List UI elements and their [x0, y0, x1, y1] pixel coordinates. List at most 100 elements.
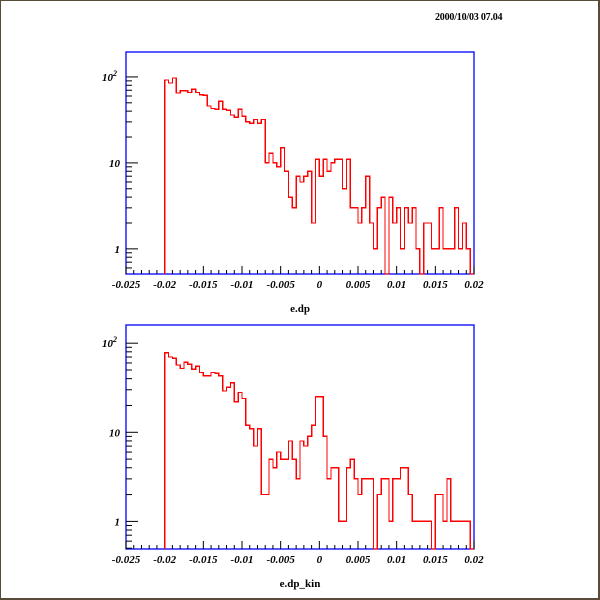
histogram-bin	[343, 189, 347, 274]
histogram-bin	[273, 163, 277, 274]
histogram-bin	[234, 117, 238, 274]
histogram-bin	[207, 376, 211, 549]
x-axis-title: e.dp_kin	[280, 578, 321, 590]
histogram-bin	[184, 91, 188, 274]
x-tick-label: 0.015	[423, 279, 448, 291]
x-tick-label: -0.02	[153, 279, 176, 291]
histogram-outline	[164, 77, 474, 275]
histogram-bin	[238, 109, 242, 274]
histogram-bin	[327, 171, 331, 274]
histogram-bin	[285, 459, 289, 549]
histogram-bin	[308, 436, 312, 549]
histogram-bin	[312, 223, 316, 274]
histogram-bin	[176, 93, 180, 274]
histogram-bin	[172, 358, 176, 549]
histogram-bin	[254, 119, 258, 274]
histogram-bin	[199, 372, 203, 549]
histogram-bin	[358, 223, 362, 274]
x-tick-label: -0.015	[189, 554, 218, 566]
histogram-bin	[176, 365, 180, 549]
histogram-bin	[227, 110, 231, 274]
histogram-bin	[401, 249, 405, 274]
histogram-bin	[199, 95, 203, 274]
histogram-bin	[277, 167, 281, 274]
y-tick-label: 102	[102, 69, 117, 84]
y-tick-label: 1	[115, 516, 121, 528]
histogram-bin	[451, 249, 455, 274]
histogram-bin	[408, 223, 412, 274]
histogram-bin	[203, 376, 207, 549]
x-tick-label: -0.025	[112, 554, 141, 566]
timestamp: 2000/10/03 07.04	[435, 12, 503, 23]
histogram-bin	[366, 479, 370, 549]
histogram-bin	[265, 495, 269, 549]
histogram-bin	[242, 116, 246, 274]
histogram-bin	[281, 459, 285, 549]
histogram-bin	[459, 521, 463, 549]
histogram-bin	[269, 153, 273, 274]
histogram-bin	[246, 425, 250, 549]
histogram-bin	[431, 249, 435, 274]
histogram-bin	[373, 249, 377, 274]
x-tick-label: 0.005	[346, 554, 371, 566]
histogram-bin	[230, 383, 234, 549]
histogram-bin	[443, 249, 447, 274]
histogram-bars	[164, 77, 474, 275]
y-tick-label: 1	[115, 244, 121, 256]
histogram-bin	[219, 101, 223, 274]
histogram-bin	[331, 163, 335, 274]
histogram-bin	[462, 521, 466, 549]
histogram-bin	[312, 425, 316, 549]
histogram-bin	[416, 521, 420, 549]
histogram-bin	[304, 446, 308, 549]
histogram-bin	[188, 364, 192, 549]
histogram-bin	[424, 521, 428, 549]
x-tick-label: 0.015	[423, 554, 448, 566]
histogram-bin	[300, 182, 304, 274]
histogram-bin	[304, 176, 308, 274]
histogram-panel-1: -0.025 -0.02 -0.015 -0.01 -0.005 0 0.005 0.01 0.…	[102, 51, 484, 315]
histogram-bin	[261, 495, 265, 549]
x-tick-label: -0.005	[266, 554, 295, 566]
x-tick-label: -0.005	[266, 279, 295, 291]
histogram-bin	[215, 373, 219, 549]
histogram-bin	[292, 208, 296, 274]
histogram-bin	[219, 376, 223, 549]
histogram-bin	[227, 387, 231, 549]
x-tick-label: 0.02	[464, 554, 484, 566]
histogram-bin	[180, 368, 184, 549]
histogram-bin	[223, 391, 227, 549]
histogram-bin	[393, 223, 397, 274]
histogram-bin	[172, 78, 176, 274]
histogram-bin	[435, 249, 439, 274]
histogram-bin	[455, 521, 459, 549]
histogram-bin	[265, 163, 269, 274]
x-tick-label: -0.02	[153, 554, 176, 566]
histogram-bin	[412, 521, 416, 549]
x-tick-label: 0	[317, 279, 323, 291]
histogram-bin	[350, 208, 354, 274]
histogram-bin	[331, 468, 335, 549]
y-tick-label: 10	[109, 427, 121, 439]
histogram-bin	[196, 92, 200, 274]
histogram-bin	[180, 91, 184, 274]
histogram-bin	[389, 521, 393, 549]
histogram-bin	[257, 123, 261, 274]
histogram-bin	[230, 115, 234, 274]
histogram-bin	[254, 446, 258, 549]
y-tick-label: 10	[109, 158, 121, 170]
histogram-bin	[296, 479, 300, 549]
histogram-bin	[288, 197, 292, 274]
histogram-bin	[335, 159, 339, 274]
histogram-bars	[164, 352, 474, 550]
histogram-bin	[343, 521, 347, 549]
histogram-bin	[211, 372, 215, 549]
histogram-bin	[327, 479, 331, 549]
histogram-bin	[203, 95, 207, 274]
x-tick-label: -0.025	[112, 279, 141, 291]
x-tick-label: 0.01	[387, 279, 406, 291]
histogram-bin	[401, 468, 405, 549]
histogram-bin	[250, 123, 254, 274]
